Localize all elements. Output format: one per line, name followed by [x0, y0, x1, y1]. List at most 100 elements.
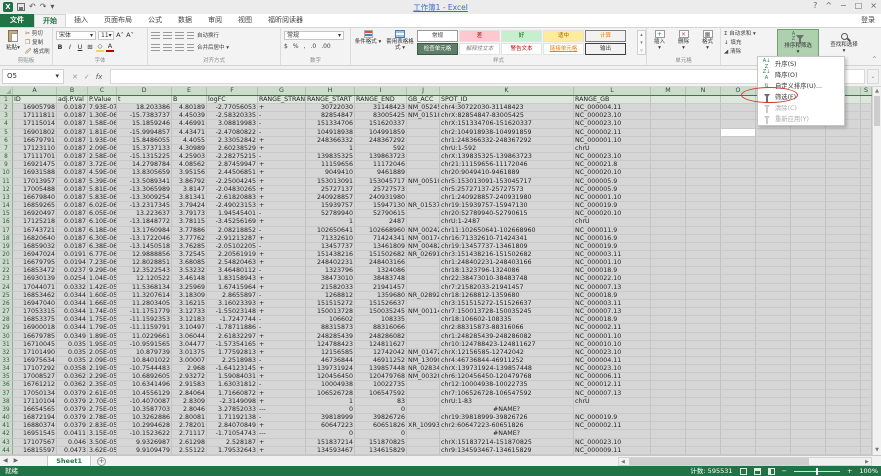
cell-G31[interactable]: + — [258, 340, 306, 349]
cell-D14[interactable]: -13.2317345 — [117, 202, 172, 211]
col-header-L[interactable]: L — [574, 87, 651, 95]
delete-cells-button[interactable]: × 删除 ▾ — [677, 30, 689, 51]
cell-P19[interactable] — [756, 242, 791, 251]
row-header-41[interactable]: 41 — [0, 422, 13, 431]
cell-B2[interactable]: 0.0187 — [57, 104, 88, 113]
tab-7[interactable]: 视图 — [238, 16, 252, 24]
col-header-N[interactable]: N — [686, 87, 721, 95]
cell-G20[interactable]: + — [258, 250, 306, 260]
cell-E2[interactable]: 4.80189 — [172, 104, 207, 113]
cell-P9[interactable] — [756, 161, 791, 170]
cell-A18[interactable]: 16820640 — [13, 234, 57, 243]
cell-L10[interactable]: NC_000020.10 — [574, 169, 651, 178]
cell-M34[interactable] — [651, 365, 686, 374]
cell-F23[interactable]: 1.83158943 — [207, 275, 258, 284]
help-button[interactable]: ? — [813, 1, 818, 10]
cell-R10[interactable] — [826, 169, 861, 178]
cell-L21[interactable]: NC_000001.10 — [574, 259, 651, 268]
cell-N14[interactable] — [686, 202, 721, 211]
cell-H33[interactable]: 46736844 — [306, 357, 355, 366]
cell-S5[interactable] — [861, 128, 872, 137]
cell-I15[interactable]: 52790615 — [355, 210, 407, 219]
cell-O15[interactable] — [721, 210, 756, 219]
cell-C34[interactable]: 2.19E-05 — [88, 365, 117, 374]
cell-S43[interactable] — [861, 438, 872, 447]
cell-style-chip[interactable]: 警告文本 — [501, 43, 542, 55]
cell-L41[interactable]: NC_000002.11 — [574, 422, 651, 431]
cell-G8[interactable]: - — [258, 153, 306, 162]
cell-O37[interactable] — [721, 389, 756, 398]
cell-G32[interactable]: + — [258, 348, 306, 357]
cell-D3[interactable]: -15.7383737 — [117, 112, 172, 121]
col-header-E[interactable]: E — [172, 87, 207, 95]
cell-D17[interactable]: 13.1760984 — [117, 226, 172, 235]
cell-I12[interactable]: 25727573 — [355, 185, 407, 194]
row-header-34[interactable]: 34 — [0, 365, 13, 374]
qat-customize-icon[interactable]: ▾ — [50, 2, 55, 11]
row-header-33[interactable]: 33 — [0, 357, 13, 366]
cell-R28[interactable] — [826, 316, 861, 325]
cell-M23[interactable] — [651, 275, 686, 284]
cell-R14[interactable] — [826, 202, 861, 211]
save-icon[interactable] — [17, 3, 25, 11]
cell-P36[interactable] — [756, 381, 791, 390]
cell-F42[interactable]: -1.71054743 — [207, 430, 258, 439]
cell-B36[interactable]: 0.0362 — [57, 381, 88, 390]
cell-K33[interactable]: chr4:46736844-46911252 — [440, 357, 574, 366]
cell-P33[interactable] — [756, 357, 791, 366]
cell-E26[interactable]: 3.16215 — [172, 299, 207, 309]
cell-A29[interactable]: 16900018 — [13, 324, 57, 333]
cell-J11[interactable]: NM_005107 — [407, 177, 440, 186]
cell-M14[interactable] — [651, 202, 686, 211]
tab-5[interactable]: 数据 — [178, 16, 192, 24]
cell-D8[interactable]: -15.1315225 — [117, 153, 172, 162]
cell-C28[interactable]: 1.75E-05 — [88, 316, 117, 325]
cell-J32[interactable]: NM_014728 — [407, 348, 440, 357]
cell-M20[interactable] — [651, 250, 686, 260]
cell-E43[interactable]: 2.61298 — [172, 438, 207, 447]
cell-G13[interactable]: + — [258, 193, 306, 203]
cell-H34[interactable]: 139731924 — [306, 365, 355, 374]
cell-O27[interactable] — [721, 308, 756, 317]
cell-C3[interactable]: 1.30E-06 — [88, 112, 117, 121]
cell-E23[interactable]: 3.46148 — [172, 275, 207, 284]
cell-J19[interactable]: NM_004823 — [407, 242, 440, 251]
row-header-36[interactable]: 36 — [0, 381, 13, 390]
cell-Q13[interactable] — [791, 193, 826, 203]
cell-J12[interactable] — [407, 185, 440, 194]
cell-Q30[interactable] — [791, 332, 826, 341]
cell-O7[interactable] — [721, 144, 756, 154]
cell-P41[interactable] — [756, 422, 791, 431]
cell-I27[interactable]: 150035245 — [355, 308, 407, 317]
cell-E5[interactable]: 4.43471 — [172, 128, 207, 137]
cell-J26[interactable] — [407, 299, 440, 309]
cell-C4[interactable]: 1.58E-06 — [88, 120, 117, 129]
cell-N5[interactable] — [686, 128, 721, 137]
cell-H35[interactable]: 120456450 — [306, 373, 355, 382]
cell-J34[interactable]: NR_028345 — [407, 365, 440, 374]
cell-O10[interactable] — [721, 169, 756, 178]
copy-button[interactable]: ❐ 复制 — [25, 39, 44, 46]
cell-H10[interactable]: 9049410 — [306, 169, 355, 178]
formula-bar-expand-icon[interactable]: ⌄ — [867, 69, 879, 84]
cell-E4[interactable]: 4.46991 — [172, 120, 207, 129]
cell-L35[interactable]: NC_000006.11 — [574, 373, 651, 382]
cell-B32[interactable]: 0.035 — [57, 348, 88, 357]
cell-E8[interactable]: 4.25903 — [172, 153, 207, 162]
cell-A2[interactable]: 16905798 — [13, 104, 57, 113]
ribbon-options-button[interactable]: ^ — [825, 1, 833, 10]
cell-L3[interactable]: NC_000023.10 — [574, 112, 651, 121]
cell-P39[interactable] — [756, 405, 791, 415]
cell-B3[interactable]: 0.0187 — [57, 112, 88, 121]
cell-Q16[interactable] — [791, 218, 826, 227]
cell-O34[interactable] — [721, 365, 756, 374]
cell-S23[interactable] — [861, 275, 872, 284]
cell-F21[interactable]: 2.54820463 — [207, 259, 258, 268]
cell-N17[interactable] — [686, 226, 721, 235]
cell-I9[interactable]: 11172046 — [355, 161, 407, 170]
cell-N10[interactable] — [686, 169, 721, 178]
cell-S16[interactable] — [861, 218, 872, 227]
cell-Q36[interactable] — [791, 381, 826, 390]
cell-H11[interactable]: 153013091 — [306, 177, 355, 186]
cell-P15[interactable] — [756, 210, 791, 219]
